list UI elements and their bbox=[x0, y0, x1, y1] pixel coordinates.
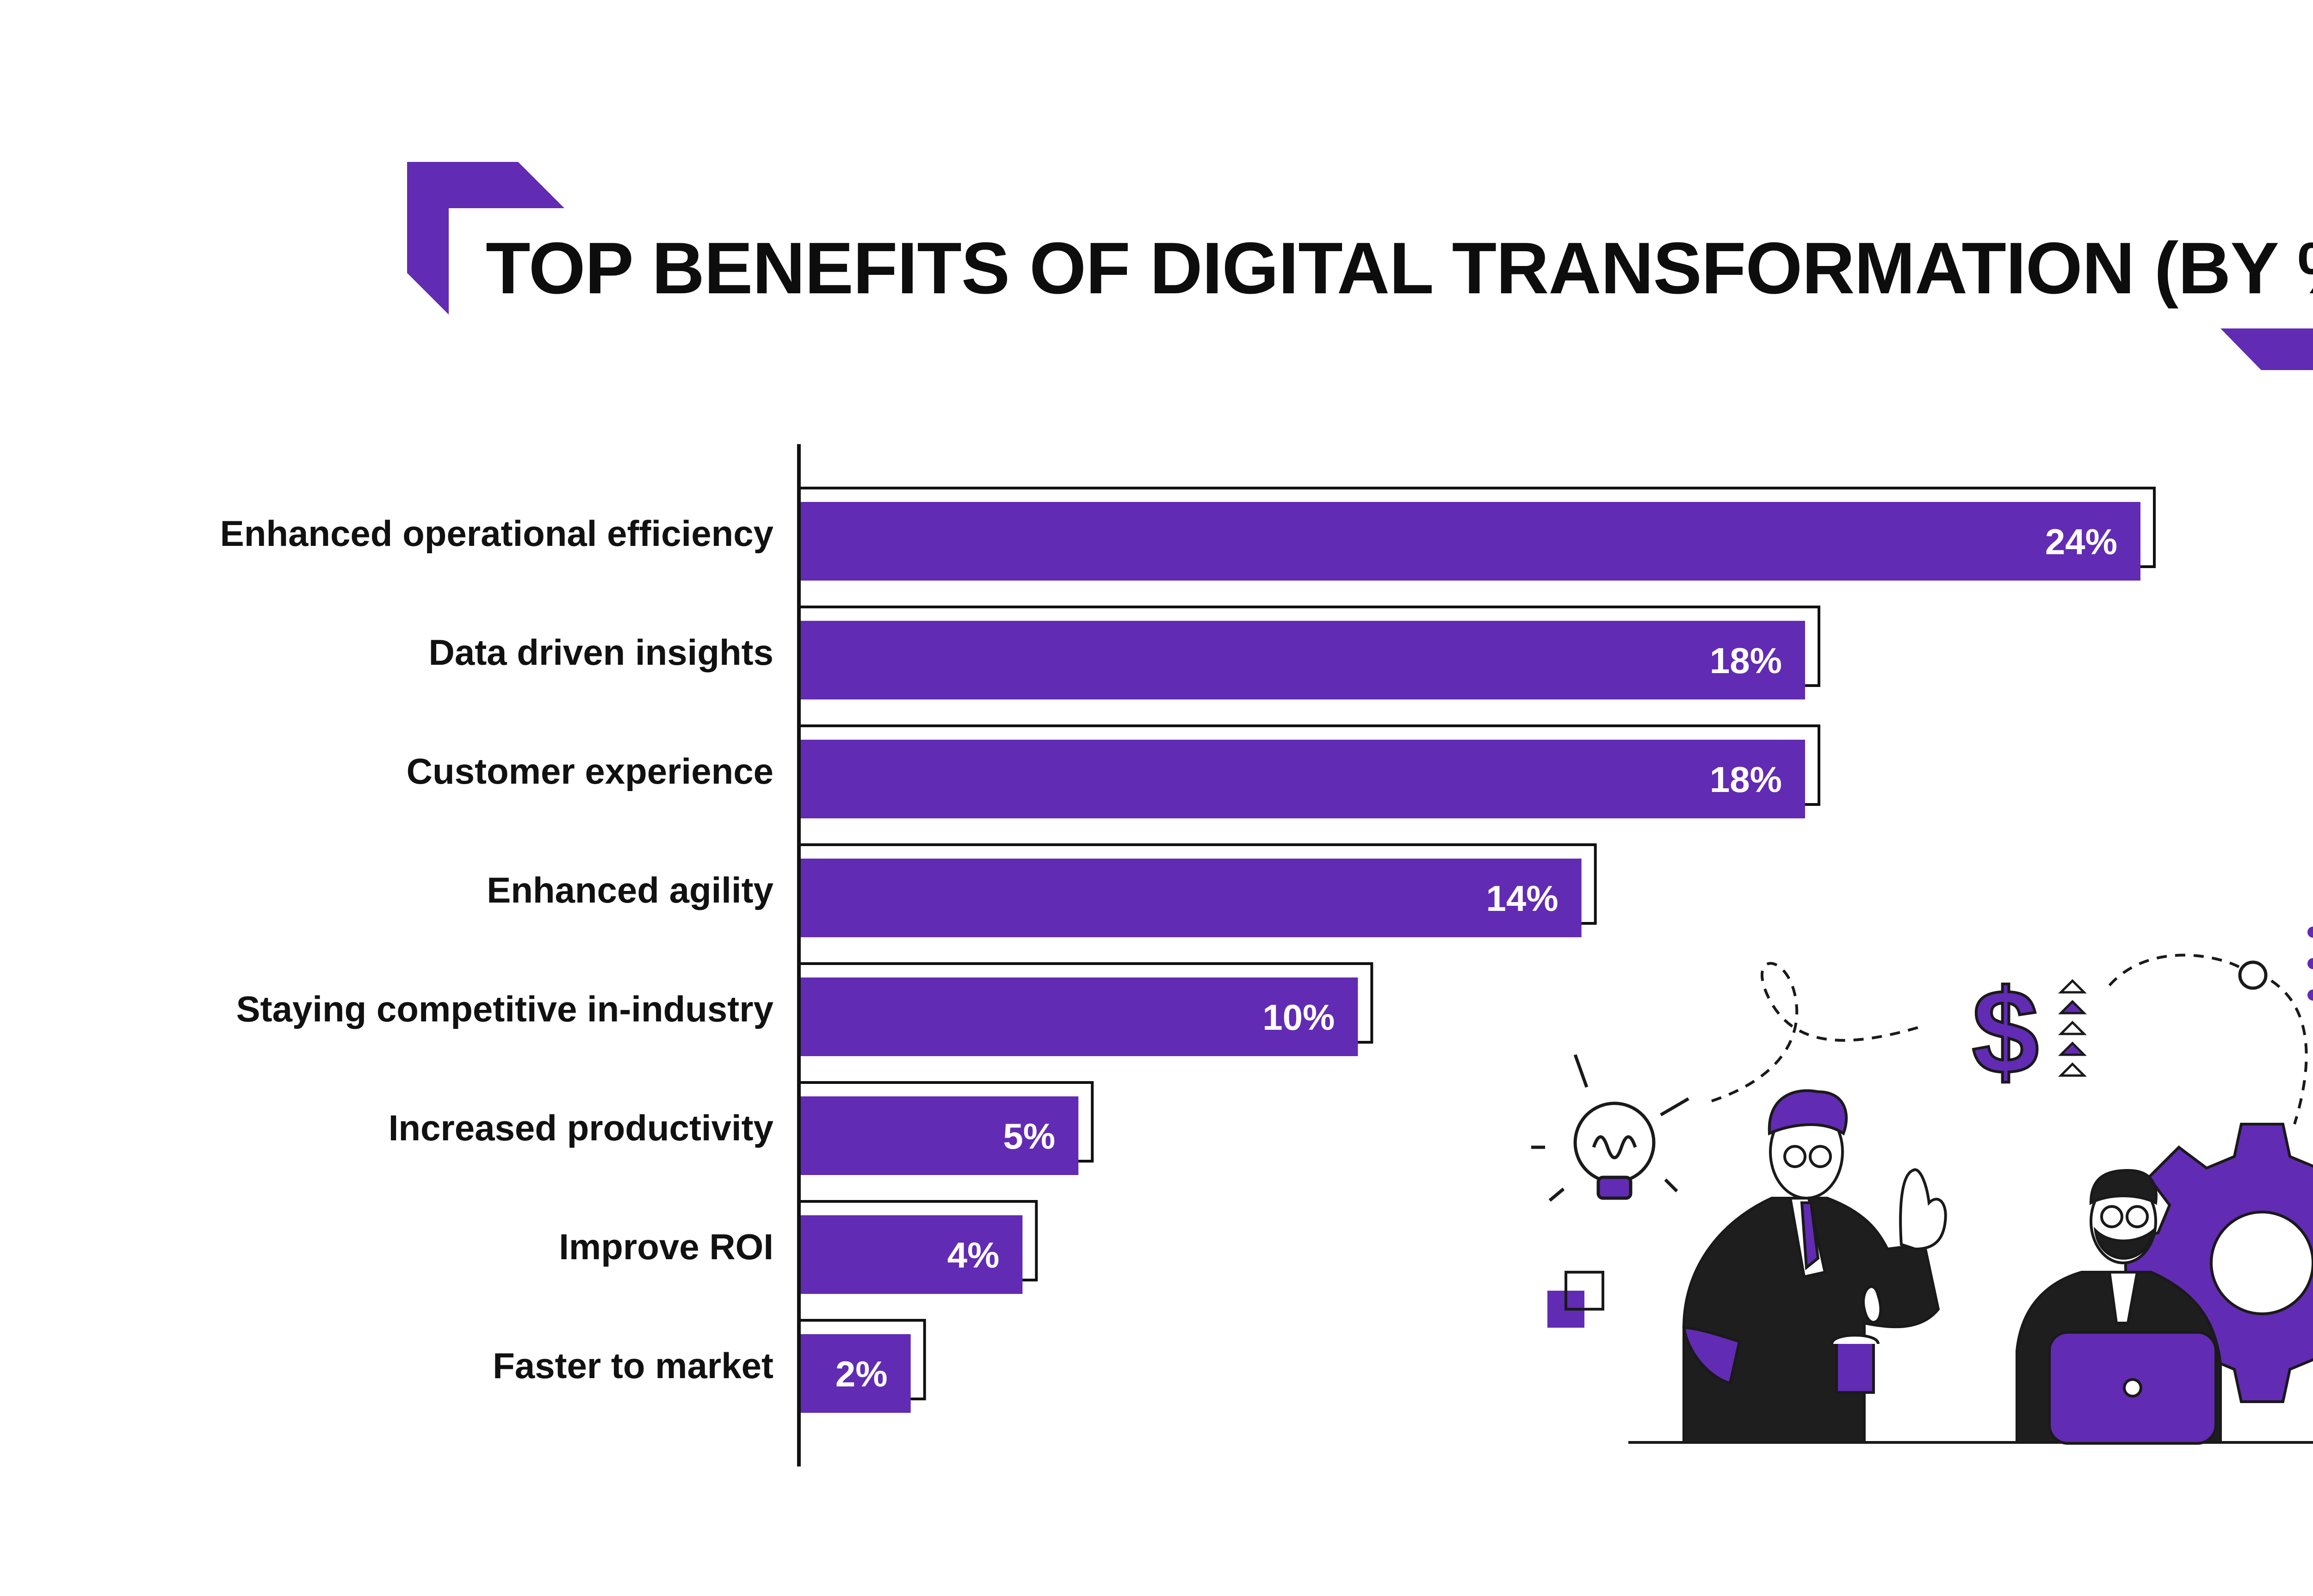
man-left-hand-raised bbox=[1899, 1168, 1947, 1251]
triangle-stack-icon bbox=[2058, 979, 2087, 1077]
man-with-coffee-figure bbox=[1682, 1089, 1947, 1444]
title-bracket-right bbox=[2220, 328, 2313, 370]
bar bbox=[799, 740, 1805, 818]
bar bbox=[799, 1334, 911, 1413]
bar-value-label: 10% bbox=[1262, 997, 1335, 1038]
connector-node-icon bbox=[2238, 960, 2268, 990]
bar-value-label: 14% bbox=[1486, 878, 1558, 919]
man-left-hair bbox=[1768, 1089, 1848, 1136]
man-with-laptop-figure bbox=[2016, 1169, 2222, 1445]
overlapping-squares-icon bbox=[1547, 1271, 1604, 1328]
bar-value-label: 5% bbox=[1003, 1116, 1055, 1157]
dashed-paths bbox=[1711, 953, 2308, 1125]
bar-value-label: 24% bbox=[2045, 521, 2117, 562]
category-label: Data driven insights bbox=[429, 632, 774, 673]
man-left-tie bbox=[1800, 1201, 1820, 1270]
coffee-cup-icon bbox=[1831, 1285, 1882, 1394]
bar-value-label: 2% bbox=[835, 1354, 888, 1394]
category-label: Enhanced agility bbox=[487, 870, 773, 910]
bar bbox=[799, 502, 2140, 581]
man-right-hair bbox=[2089, 1169, 2158, 1205]
bar-value-label: 18% bbox=[1710, 759, 1782, 800]
bar bbox=[799, 1215, 1023, 1294]
bar bbox=[799, 977, 1358, 1056]
man-left-suit bbox=[1682, 1197, 1940, 1444]
chart-title-container: TOP BENEFITS OF DIGITAL TRANSFORMATION (… bbox=[486, 222, 2313, 315]
currency-symbol: $ bbox=[1972, 965, 2039, 1099]
bar bbox=[799, 859, 1582, 937]
bar-value-label: 4% bbox=[947, 1235, 1000, 1275]
man-right-shirt bbox=[2108, 1271, 2139, 1324]
dot-grid-icon bbox=[2307, 927, 2313, 1001]
category-label: Enhanced operational efficiency bbox=[220, 513, 773, 554]
chart-title: TOP BENEFITS OF DIGITAL TRANSFORMATION (… bbox=[486, 228, 2313, 309]
lightbulb-icon bbox=[1531, 1054, 1689, 1202]
man-right-beard bbox=[2093, 1226, 2156, 1260]
man-left-sleeve bbox=[1682, 1326, 1741, 1385]
category-label: Increased productivity bbox=[389, 1107, 773, 1148]
bar-value-label: 18% bbox=[1710, 640, 1782, 681]
category-label: Customer experience bbox=[407, 751, 773, 792]
category-label: Faster to market bbox=[493, 1345, 773, 1386]
bar bbox=[799, 1096, 1079, 1175]
category-label: Staying competitive in-industry bbox=[236, 989, 773, 1029]
category-label: Improve ROI bbox=[559, 1226, 773, 1267]
bar bbox=[799, 621, 1805, 699]
laptop-icon bbox=[2048, 1331, 2217, 1445]
dollar-icon: $ bbox=[1971, 964, 2041, 1101]
title-bracket-left bbox=[407, 162, 564, 315]
